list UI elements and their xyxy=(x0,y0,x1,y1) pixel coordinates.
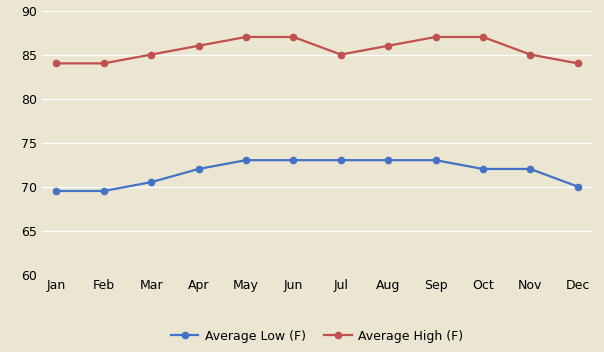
Average Low (F) xyxy=(290,158,297,162)
Average Low (F) xyxy=(53,189,60,193)
Average High (F) xyxy=(432,35,439,39)
Average Low (F) xyxy=(242,158,249,162)
Average Low (F) xyxy=(480,167,487,171)
Legend: Average Low (F), Average High (F): Average Low (F), Average High (F) xyxy=(166,325,468,347)
Average Low (F) xyxy=(337,158,344,162)
Average High (F) xyxy=(290,35,297,39)
Average Low (F) xyxy=(100,189,108,193)
Average Low (F) xyxy=(432,158,439,162)
Average Low (F) xyxy=(147,180,155,184)
Average High (F) xyxy=(527,52,534,57)
Average High (F) xyxy=(242,35,249,39)
Average High (F) xyxy=(147,52,155,57)
Average Low (F) xyxy=(574,184,581,189)
Average High (F) xyxy=(53,61,60,65)
Average High (F) xyxy=(100,61,108,65)
Average Low (F) xyxy=(527,167,534,171)
Average High (F) xyxy=(337,52,344,57)
Average Low (F) xyxy=(385,158,392,162)
Line: Average High (F): Average High (F) xyxy=(53,34,581,67)
Average High (F) xyxy=(195,44,202,48)
Average Low (F) xyxy=(195,167,202,171)
Average High (F) xyxy=(574,61,581,65)
Average High (F) xyxy=(480,35,487,39)
Line: Average Low (F): Average Low (F) xyxy=(53,157,581,194)
Average High (F) xyxy=(385,44,392,48)
